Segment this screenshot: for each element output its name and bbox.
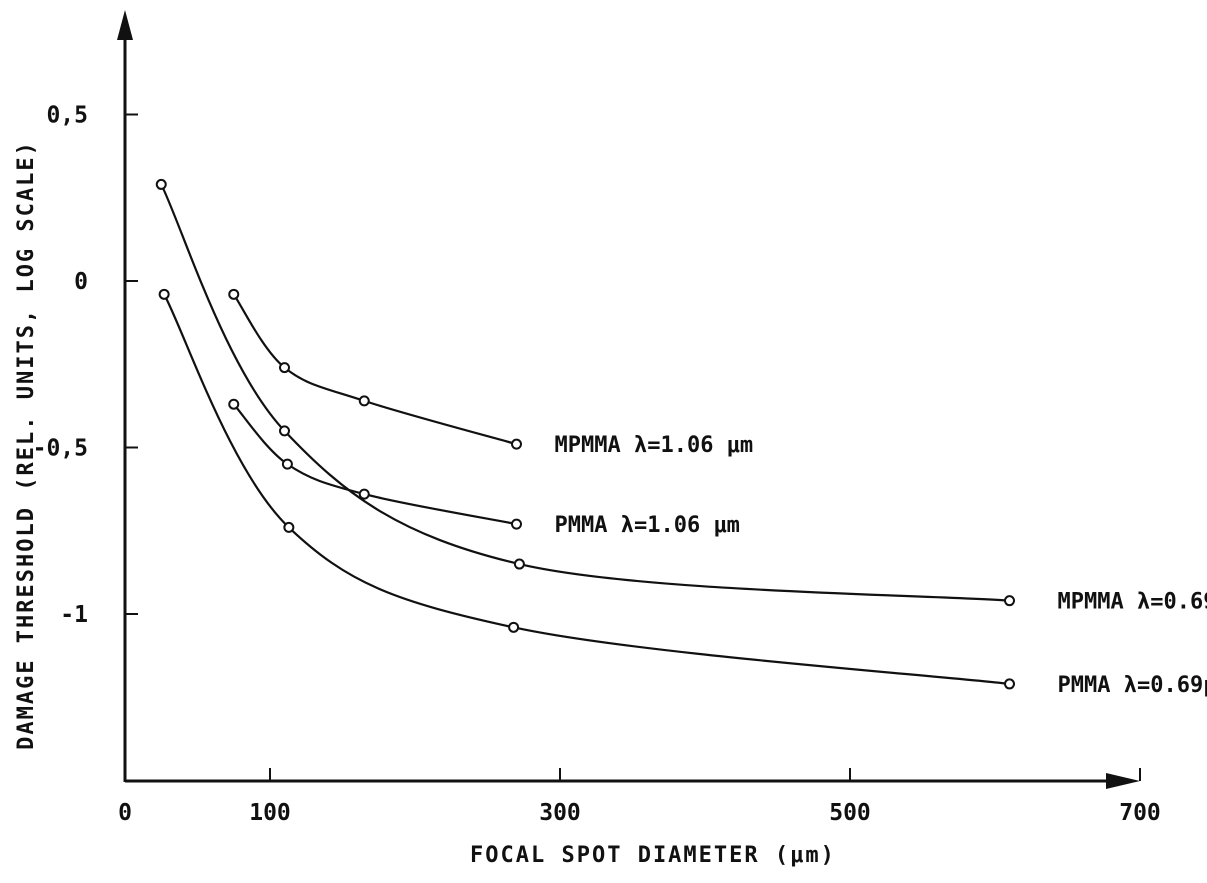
- data-point: [508, 621, 520, 633]
- data-point: [228, 398, 240, 410]
- series-line: [232, 293, 517, 446]
- data-point: [279, 362, 290, 374]
- data-point: [513, 558, 525, 570]
- y-tick-label: -1: [60, 602, 88, 628]
- data-point: [511, 438, 522, 450]
- y-tick-label: 0: [74, 269, 88, 295]
- series-line: [163, 293, 1010, 686]
- series-1: MPMMA λ=1.06 μm: [228, 288, 754, 458]
- axes: [117, 10, 1140, 789]
- x-tick-label: 300: [539, 800, 581, 826]
- data-point: [1004, 595, 1015, 607]
- y-tick-label: -0,5: [33, 436, 88, 462]
- series-3: MPMMA λ=0.69μ: [155, 178, 1207, 615]
- series-label: MPMMA λ=0.69μ: [1058, 590, 1207, 615]
- x-tick-label: 0: [118, 800, 132, 826]
- series-line: [232, 403, 517, 526]
- x-tick-label: 500: [829, 800, 871, 826]
- x-tick-label: 700: [1119, 800, 1161, 826]
- series-label: MPMMA λ=1.06 μm: [555, 433, 754, 458]
- series-line: [160, 183, 1010, 602]
- y-tick-label: 0,5: [46, 103, 88, 129]
- series-label: PMMA λ=0.69μ: [1058, 673, 1207, 698]
- tick-marks: [125, 113, 1141, 781]
- series-label: PMMA λ=1.06 μm: [555, 513, 740, 538]
- labels-layer: 0 100 300 500 700 0,5 0 -0,5 -1: [33, 103, 1161, 827]
- data-point: [358, 488, 370, 500]
- x-axis-arrow: [1106, 773, 1140, 789]
- data-point: [155, 178, 167, 190]
- data-point: [1004, 678, 1015, 690]
- data-point: [358, 395, 370, 407]
- series-2: PMMA λ=1.06 μm: [228, 398, 740, 538]
- y-axis-arrow: [117, 10, 133, 40]
- data-point: [158, 288, 170, 300]
- data-point: [511, 518, 522, 530]
- y-axis-title: DAMAGE THRESHOLD (REL. UNITS, LOG SCALE): [14, 140, 39, 750]
- x-axis-title: FOCAL SPOT DIAMETER (μm): [470, 843, 836, 868]
- x-tick-label: 100: [249, 800, 291, 826]
- data-point: [283, 521, 295, 533]
- data-point: [281, 458, 293, 470]
- series-4: PMMA λ=0.69μ: [158, 288, 1207, 698]
- series-layer: MPMMA λ=1.06 μm PMMA λ=1.06 μm MPMMA λ=0.6…: [155, 178, 1207, 698]
- data-point: [279, 425, 290, 437]
- data-point: [228, 288, 240, 300]
